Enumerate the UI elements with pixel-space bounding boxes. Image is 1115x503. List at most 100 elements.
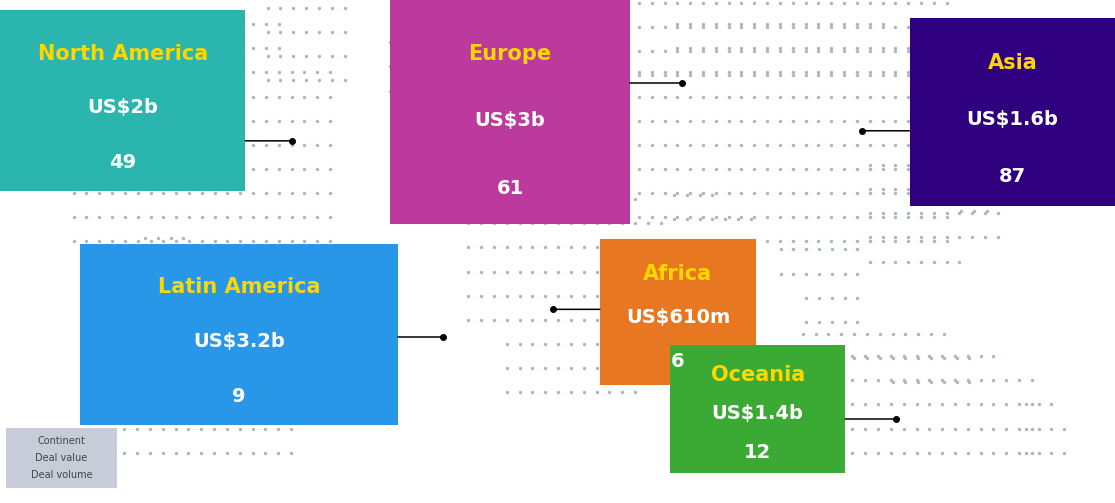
- Point: [116, 352, 134, 360]
- Point: [219, 237, 236, 245]
- Point: [446, 38, 464, 46]
- Point: [514, 51, 532, 59]
- Point: [861, 93, 879, 101]
- Point: [1010, 400, 1028, 408]
- Point: [909, 378, 927, 386]
- Point: [90, 237, 108, 245]
- Point: [78, 93, 95, 101]
- Point: [630, 165, 648, 173]
- Point: [591, 27, 609, 35]
- Point: [270, 93, 288, 101]
- Point: [770, 23, 788, 31]
- Point: [861, 237, 879, 245]
- Point: [180, 400, 197, 408]
- Point: [116, 425, 134, 433]
- Point: [167, 237, 185, 245]
- Point: [857, 354, 875, 362]
- Point: [142, 68, 159, 76]
- Point: [938, 189, 956, 197]
- Point: [758, 117, 776, 125]
- Point: [231, 425, 249, 433]
- Point: [450, 75, 468, 83]
- Point: [166, 304, 184, 312]
- Point: [960, 354, 978, 362]
- Point: [270, 237, 288, 245]
- Point: [719, 0, 737, 7]
- Point: [192, 328, 210, 336]
- Text: US$610m: US$610m: [626, 308, 730, 327]
- Point: [193, 237, 211, 245]
- Point: [997, 449, 1015, 457]
- Point: [259, 4, 277, 12]
- Point: [562, 388, 580, 396]
- Point: [604, 213, 622, 221]
- Point: [485, 219, 503, 227]
- Point: [433, 38, 450, 46]
- Point: [642, 93, 660, 101]
- Point: [167, 141, 185, 149]
- Point: [553, 148, 571, 156]
- Point: [0, 137, 9, 145]
- Point: [642, 213, 660, 221]
- Point: [668, 117, 686, 125]
- Point: [847, 117, 865, 125]
- Point: [667, 310, 685, 318]
- Point: [627, 292, 644, 300]
- Point: [873, 20, 891, 28]
- Point: [437, 172, 455, 180]
- Point: [719, 68, 737, 76]
- Point: [140, 280, 159, 288]
- Point: [601, 243, 619, 252]
- Point: [52, 20, 69, 28]
- Point: [874, 161, 892, 169]
- Point: [308, 352, 326, 360]
- Point: [681, 47, 699, 55]
- Point: [128, 68, 146, 76]
- Point: [65, 189, 83, 197]
- Point: [822, 44, 840, 52]
- Point: [488, 124, 506, 132]
- Point: [806, 330, 824, 338]
- Point: [604, 51, 622, 59]
- Point: [922, 354, 940, 362]
- Point: [231, 304, 249, 312]
- Point: [128, 93, 146, 101]
- Point: [758, 20, 776, 28]
- Point: [1017, 400, 1035, 408]
- Point: [719, 20, 737, 28]
- Point: [205, 213, 223, 221]
- Point: [565, 75, 583, 83]
- Point: [809, 165, 827, 173]
- Point: [476, 124, 494, 132]
- Point: [784, 44, 802, 52]
- Point: [336, 4, 353, 12]
- Point: [180, 280, 197, 288]
- Point: [849, 294, 866, 302]
- Point: [205, 280, 223, 288]
- Point: [847, 68, 865, 76]
- Point: [205, 425, 223, 433]
- Point: [745, 68, 763, 76]
- Point: [627, 316, 644, 324]
- Point: [540, 100, 558, 108]
- Point: [796, 0, 814, 7]
- Point: [871, 330, 889, 338]
- Point: [861, 68, 879, 76]
- Point: [565, 124, 583, 132]
- Point: [244, 165, 262, 173]
- Point: [323, 52, 341, 60]
- Point: [321, 141, 339, 149]
- Point: [128, 20, 146, 28]
- Point: [933, 400, 951, 408]
- Point: [536, 316, 554, 324]
- Point: [231, 449, 249, 457]
- Point: [321, 213, 339, 221]
- Point: [668, 141, 686, 149]
- Point: [205, 449, 223, 457]
- Point: [166, 376, 184, 384]
- Point: [920, 449, 938, 457]
- Point: [536, 340, 554, 348]
- Point: [502, 51, 520, 59]
- Point: [559, 22, 576, 30]
- Point: [128, 117, 146, 125]
